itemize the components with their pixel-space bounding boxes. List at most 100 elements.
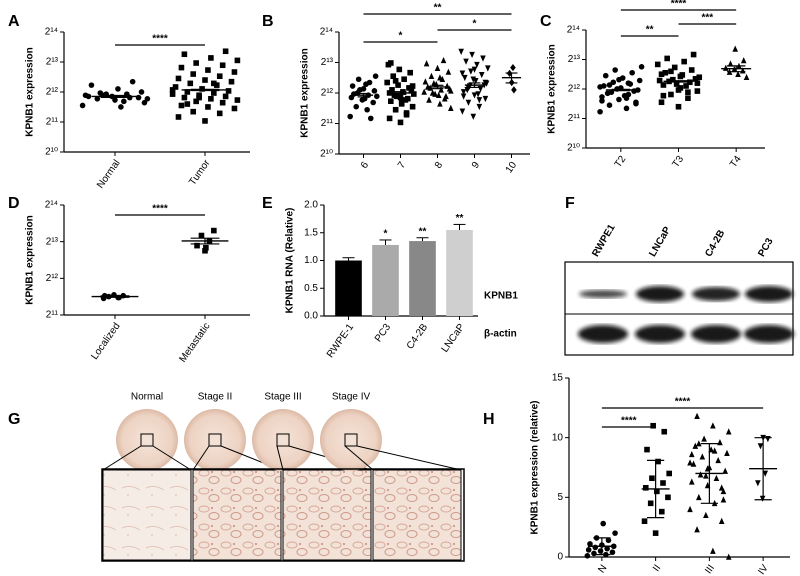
data-point bbox=[606, 102, 613, 108]
data-point bbox=[386, 115, 393, 122]
data-point bbox=[213, 82, 220, 88]
data-point bbox=[697, 471, 704, 478]
data-point bbox=[231, 105, 238, 112]
data-point bbox=[386, 90, 393, 96]
data-point bbox=[511, 86, 517, 94]
data-point bbox=[460, 93, 467, 100]
y-tick-label: 15 bbox=[552, 373, 564, 384]
data-point bbox=[388, 98, 394, 104]
data-point bbox=[169, 91, 176, 97]
data-point bbox=[665, 494, 671, 501]
data-point bbox=[175, 75, 182, 82]
zoom-image bbox=[282, 469, 372, 561]
bar bbox=[335, 260, 362, 316]
tissue-core bbox=[252, 409, 314, 471]
y-tick-label: 2¹³ bbox=[568, 54, 581, 65]
y-tick-label: 5 bbox=[557, 492, 563, 503]
data-point bbox=[668, 68, 674, 75]
significance-label: ** bbox=[646, 25, 654, 36]
data-point bbox=[690, 51, 697, 58]
tissue-core bbox=[116, 409, 178, 471]
y-axis-label: KPNB1 expression bbox=[25, 47, 36, 136]
data-point bbox=[602, 72, 609, 79]
y-tick-label: 2¹⁴ bbox=[45, 200, 58, 211]
data-point bbox=[138, 89, 145, 95]
data-point bbox=[371, 88, 378, 94]
data-point bbox=[718, 484, 725, 491]
data-point bbox=[713, 474, 720, 482]
data-point bbox=[606, 82, 613, 88]
y-tick-label: 2¹¹ bbox=[46, 310, 59, 321]
row-label: KPNB1 bbox=[484, 291, 518, 302]
data-point bbox=[762, 470, 769, 477]
data-point bbox=[724, 449, 730, 456]
x-tick-label: 9 bbox=[470, 160, 482, 171]
significance-label: ** bbox=[434, 3, 442, 14]
data-point bbox=[670, 76, 676, 83]
data-point bbox=[609, 549, 616, 556]
data-point bbox=[701, 435, 707, 442]
data-point bbox=[178, 102, 185, 109]
data-point bbox=[660, 480, 666, 486]
data-point bbox=[757, 443, 764, 450]
data-point bbox=[658, 508, 665, 515]
data-point bbox=[623, 95, 630, 101]
data-point bbox=[616, 96, 622, 103]
blot-band bbox=[745, 286, 793, 302]
data-point bbox=[675, 103, 682, 110]
data-point bbox=[384, 79, 390, 86]
data-point bbox=[429, 89, 436, 96]
data-point bbox=[661, 428, 668, 435]
data-point bbox=[471, 66, 478, 73]
y-tick-label: 2¹⁴ bbox=[320, 27, 333, 38]
data-point bbox=[231, 69, 238, 75]
data-point bbox=[175, 114, 182, 120]
data-point bbox=[184, 101, 191, 107]
data-point bbox=[357, 87, 363, 93]
y-axis-label: KPNB1 expression (relative) bbox=[530, 401, 541, 535]
y-axis-label: KPNB1 expression bbox=[300, 48, 311, 137]
data-point bbox=[225, 88, 232, 94]
y-tick-label: 2¹² bbox=[568, 84, 581, 95]
panel-letter: C bbox=[540, 13, 552, 30]
data-point bbox=[187, 80, 194, 87]
data-point bbox=[202, 247, 208, 254]
data-point bbox=[438, 86, 444, 93]
y-tick-label: 2¹³ bbox=[46, 236, 59, 247]
data-point bbox=[465, 85, 472, 92]
data-point bbox=[688, 67, 695, 73]
x-tick-label: Tumor bbox=[187, 157, 213, 187]
data-point bbox=[88, 82, 95, 88]
data-point bbox=[592, 544, 599, 551]
x-tick-label: T4 bbox=[728, 154, 744, 170]
data-point bbox=[470, 113, 477, 120]
data-point bbox=[388, 60, 394, 66]
data-point bbox=[591, 550, 597, 557]
data-point bbox=[755, 480, 761, 487]
data-point bbox=[406, 85, 412, 91]
data-point bbox=[428, 72, 435, 80]
data-point bbox=[699, 453, 706, 460]
zoom-square bbox=[276, 433, 290, 447]
data-point bbox=[219, 99, 226, 106]
data-point bbox=[434, 64, 441, 71]
y-tick-label: 2¹⁴ bbox=[567, 25, 580, 36]
data-point bbox=[470, 76, 477, 83]
data-point bbox=[390, 73, 397, 80]
data-point bbox=[205, 67, 211, 73]
data-point bbox=[633, 100, 639, 107]
data-point bbox=[118, 104, 124, 110]
data-point bbox=[458, 48, 464, 55]
data-point bbox=[459, 70, 466, 77]
data-point bbox=[664, 55, 670, 62]
data-point bbox=[181, 51, 188, 58]
data-point bbox=[463, 58, 469, 65]
data-point bbox=[437, 74, 443, 81]
data-point bbox=[612, 67, 618, 73]
data-point bbox=[480, 55, 486, 62]
data-point bbox=[364, 106, 370, 113]
data-point bbox=[216, 73, 223, 80]
data-point bbox=[584, 553, 591, 559]
x-tick-label: 7 bbox=[396, 160, 408, 171]
data-point bbox=[717, 439, 723, 446]
